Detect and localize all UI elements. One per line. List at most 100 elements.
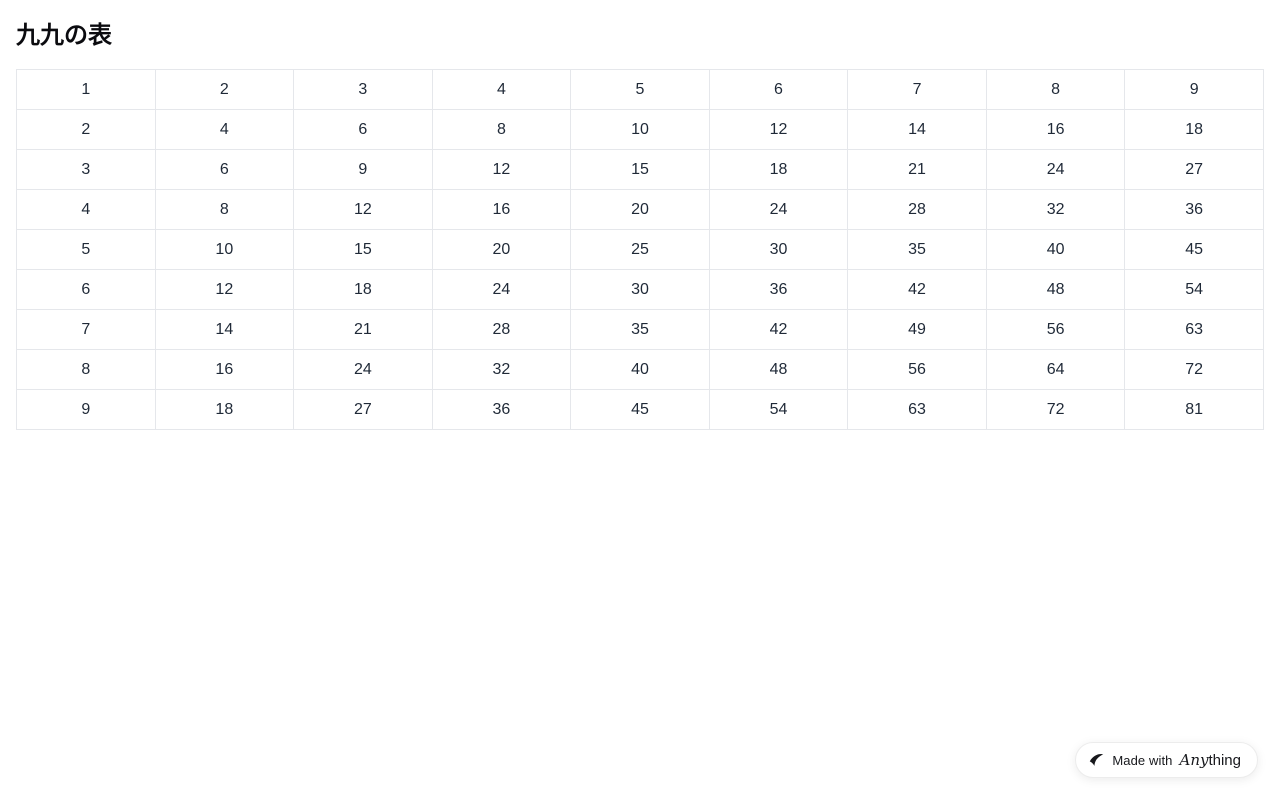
table-cell: 8: [431, 109, 572, 150]
table-cell: 16: [431, 189, 572, 230]
table-cell: 12: [154, 269, 295, 310]
table-cell: 7: [847, 69, 987, 110]
table-row: 7 14 21 28 35 42 49 56 63: [16, 309, 1264, 350]
table-cell: 35: [570, 309, 710, 350]
table-cell: 18: [1124, 109, 1264, 150]
table-cell: 42: [708, 309, 849, 350]
table-cell: 12: [708, 109, 849, 150]
table-cell: 24: [708, 189, 849, 230]
table-cell: 54: [1124, 269, 1264, 310]
multiplication-table-body: 1 2 3 4 5 6 7 8 9 2 4 6 8 10 12 14 16 18 3 6 9 12 15 18 21 24 27 4 8…: [16, 69, 1264, 430]
table-cell: 81: [1124, 389, 1264, 430]
table-cell: 40: [570, 349, 710, 390]
table-cell: 72: [985, 389, 1126, 430]
table-cell: 4: [154, 109, 295, 150]
table-cell: 35: [847, 229, 987, 270]
table-cell: 9: [16, 389, 156, 430]
table-cell: 42: [847, 269, 987, 310]
table-row: 6 12 18 24 30 36 42 48 54: [16, 269, 1264, 310]
table-cell: 10: [154, 229, 295, 270]
table-cell: 36: [708, 269, 849, 310]
table-cell: 6: [154, 149, 295, 190]
table-cell: 16: [154, 349, 295, 390]
table-cell: 27: [293, 389, 433, 430]
table-cell: 5: [570, 69, 710, 110]
anything-logo-icon: [1088, 752, 1105, 769]
table-cell: 28: [431, 309, 572, 350]
made-with-label: Made with: [1112, 752, 1173, 768]
table-cell: 48: [708, 349, 849, 390]
table-cell: 45: [570, 389, 710, 430]
table-row: 2 4 6 8 10 12 14 16 18: [16, 109, 1264, 150]
table-cell: 12: [293, 189, 433, 230]
table-cell: 56: [847, 349, 987, 390]
table-cell: 14: [154, 309, 295, 350]
table-cell: 24: [985, 149, 1126, 190]
table-cell: 6: [708, 69, 849, 110]
table-cell: 72: [1124, 349, 1264, 390]
table-cell: 8: [985, 69, 1126, 110]
table-row: 3 6 9 12 15 18 21 24 27: [16, 149, 1264, 190]
made-with-badge[interactable]: Made with Anything: [1075, 742, 1258, 778]
table-cell: 2: [16, 109, 156, 150]
table-cell: 21: [847, 149, 987, 190]
table-cell: 36: [431, 389, 572, 430]
table-cell: 3: [293, 69, 433, 110]
table-cell: 27: [1124, 149, 1264, 190]
table-row: 5 10 15 20 25 30 35 40 45: [16, 229, 1264, 270]
table-cell: 4: [16, 189, 156, 230]
table-cell: 49: [847, 309, 987, 350]
table-cell: 30: [570, 269, 710, 310]
table-cell: 8: [154, 189, 295, 230]
table-cell: 15: [293, 229, 433, 270]
table-cell: 20: [570, 189, 710, 230]
table-cell: 4: [431, 69, 572, 110]
table-cell: 9: [293, 149, 433, 190]
table-cell: 7: [16, 309, 156, 350]
table-cell: 8: [16, 349, 156, 390]
table-cell: 2: [154, 69, 295, 110]
table-row: 9 18 27 36 45 54 63 72 81: [16, 389, 1264, 430]
table-cell: 10: [570, 109, 710, 150]
table-cell: 36: [1124, 189, 1264, 230]
brand-name-italic: Any: [1179, 751, 1209, 769]
table-cell: 16: [985, 109, 1126, 150]
table-cell: 5: [16, 229, 156, 270]
page-title: 九九の表: [16, 22, 112, 49]
table-row: 4 8 12 16 20 24 28 32 36: [16, 189, 1264, 230]
table-cell: 18: [708, 149, 849, 190]
table-cell: 64: [985, 349, 1126, 390]
table-cell: 32: [431, 349, 572, 390]
table-cell: 54: [708, 389, 849, 430]
table-cell: 18: [293, 269, 433, 310]
table-cell: 48: [985, 269, 1126, 310]
table-cell: 1: [16, 69, 156, 110]
table-cell: 25: [570, 229, 710, 270]
table-cell: 45: [1124, 229, 1264, 270]
table-cell: 24: [431, 269, 572, 310]
table-cell: 40: [985, 229, 1126, 270]
page-container: 九九の表 1 2 3 4 5 6 7 8 9 2 4 6 8 10 12 14 16 18 3 6 9 12 15 18 21 2…: [16, 22, 1264, 430]
table-cell: 9: [1124, 69, 1264, 110]
table-cell: 14: [847, 109, 987, 150]
table-cell: 24: [293, 349, 433, 390]
table-cell: 63: [1124, 309, 1264, 350]
table-cell: 30: [708, 229, 849, 270]
table-cell: 12: [431, 149, 572, 190]
table-cell: 3: [16, 149, 156, 190]
table-cell: 18: [154, 389, 295, 430]
table-cell: 15: [570, 149, 710, 190]
table-cell: 32: [985, 189, 1126, 230]
table-cell: 56: [985, 309, 1126, 350]
brand-name: Anything: [1180, 751, 1242, 769]
brand-name-rest: thing: [1208, 752, 1241, 769]
table-cell: 63: [847, 389, 987, 430]
table-cell: 20: [431, 229, 572, 270]
table-cell: 6: [293, 109, 433, 150]
table-row: 8 16 24 32 40 48 56 64 72: [16, 349, 1264, 390]
table-cell: 6: [16, 269, 156, 310]
multiplication-table: 1 2 3 4 5 6 7 8 9 2 4 6 8 10 12 14 16 18 3 6 9 12 15 18 21 24 27 4 8…: [16, 69, 1264, 430]
table-cell: 21: [293, 309, 433, 350]
table-cell: 28: [847, 189, 987, 230]
